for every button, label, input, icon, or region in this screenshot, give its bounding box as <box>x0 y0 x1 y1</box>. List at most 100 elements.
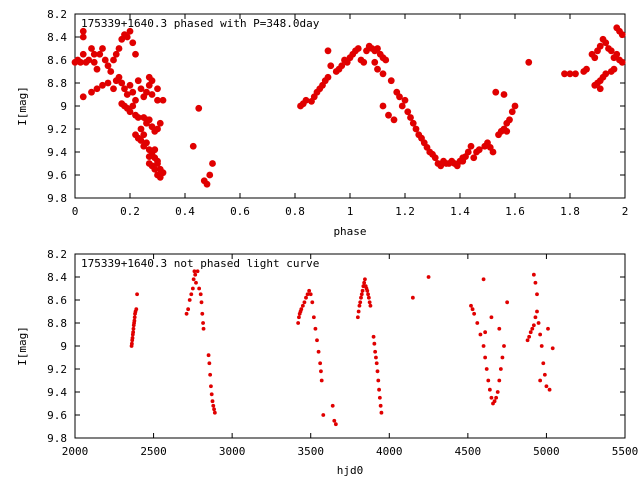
chart0-data-point <box>156 119 164 127</box>
chart0-data-point <box>525 58 533 66</box>
chart1-x-axis-label: hjd0 <box>337 464 364 477</box>
chart1-data-point <box>330 403 335 408</box>
chart0-data-point <box>467 142 475 150</box>
chart0-data-point <box>189 142 197 150</box>
chart1-y-tick-label: 8.4 <box>47 271 67 284</box>
chart0-data-point <box>143 116 150 124</box>
chart1-data-point <box>371 334 376 339</box>
chart0-data-point <box>148 77 156 85</box>
chart0-y-axis-label: I[mag] <box>16 86 29 126</box>
chart1-data-point <box>358 300 363 305</box>
chart0-x-tick-label: 0 <box>72 205 79 218</box>
chart0-y-tick-label: 9.2 <box>47 123 67 136</box>
chart0-data-point <box>613 50 621 58</box>
chart1-data-point <box>377 387 381 392</box>
chart0-data-point <box>159 169 167 177</box>
chart1-data-point <box>547 387 552 392</box>
chart0-data-point <box>154 160 161 167</box>
chart1-data-point <box>535 309 539 314</box>
chart1-data-point <box>550 346 555 351</box>
chart1-data-point <box>478 332 483 337</box>
chart1-data-point <box>186 307 191 312</box>
chart0-data-point <box>602 39 610 47</box>
chart1-data-point <box>129 341 134 346</box>
chart0-data-point <box>132 96 139 104</box>
chart0-data-point <box>99 81 106 89</box>
chart0-data-point <box>407 114 414 121</box>
chart1-y-tick-label: 8.2 <box>47 248 67 261</box>
chart0-data-point <box>123 33 131 41</box>
chart0-x-tick-label: 1.2 <box>395 205 415 218</box>
chart1-data-point <box>481 344 486 348</box>
chart1-data-point <box>304 295 308 300</box>
chart0-data-point <box>148 91 156 98</box>
chart1-data-point <box>355 315 360 320</box>
chart0-data-point <box>610 65 618 73</box>
chart1-data-point <box>195 269 200 274</box>
chart1-x-tick-label: 3000 <box>219 445 246 458</box>
chart1-data-point <box>470 307 475 312</box>
chart1-data-point <box>362 280 367 285</box>
chart1-data-point <box>198 292 203 297</box>
chart0-data-point <box>140 131 148 139</box>
chart0-y-tick-label: 9.4 <box>47 146 67 159</box>
chart0-data-point <box>93 85 101 93</box>
chart1-data-point <box>210 399 215 404</box>
chart1-data-point <box>302 300 307 305</box>
chart0-data-point <box>85 56 93 64</box>
chart1-data-point <box>315 338 319 343</box>
chart1-y-tick-label: 8.6 <box>47 294 67 307</box>
chart1-data-point <box>481 277 486 282</box>
chart1-data-point <box>505 300 510 305</box>
chart1-data-point <box>492 399 497 404</box>
chart0-data-point <box>137 137 145 144</box>
chart0-data-point <box>93 65 101 73</box>
chart0-x-tick-label: 0.4 <box>175 205 195 218</box>
chart0-data-point <box>112 50 120 58</box>
chart0-data-point <box>385 111 392 119</box>
chart0-data-point <box>99 45 106 52</box>
chart1-data-point <box>319 369 323 374</box>
chart0-x-tick-label: 1.4 <box>450 205 470 218</box>
chart0-data-point <box>115 73 123 81</box>
chart0-data-point <box>110 85 117 93</box>
chart0-y-tick-label: 8.4 <box>47 31 67 44</box>
chart0-data-point <box>492 88 500 96</box>
chart1-data-point <box>494 395 499 400</box>
chart1-data-point <box>483 330 488 335</box>
chart0-data-point <box>195 104 203 112</box>
chart1-data-point <box>531 323 536 328</box>
chart1-data-point <box>497 326 502 331</box>
chart1-data-point <box>472 311 477 316</box>
chart0-y-tick-label: 8.8 <box>47 77 67 90</box>
chart0-data-point <box>145 153 153 161</box>
chart0-data-point <box>398 102 406 110</box>
chart1-data-point <box>212 410 217 415</box>
chart1-data-point <box>200 311 205 316</box>
chart0-x-axis-label: phase <box>333 225 366 238</box>
chart1-data-point <box>535 292 539 297</box>
chart1-data-point <box>377 395 382 400</box>
chart1-data-point <box>475 321 480 325</box>
chart1-x-tick-label: 2500 <box>140 445 167 458</box>
chart0-data-point <box>104 79 112 87</box>
chart1-data-point <box>498 367 503 371</box>
chart0-data-point <box>379 70 387 78</box>
chart1-data-point <box>305 292 310 297</box>
chart1-data-point <box>368 303 373 308</box>
chart1-data-point <box>197 286 202 291</box>
chart0-data-point <box>360 58 368 66</box>
chart0-data-point <box>79 50 87 58</box>
chart0-y-tick-label: 8.6 <box>47 54 67 67</box>
chart1-data-point <box>211 403 216 408</box>
chart1-data-point <box>365 288 370 293</box>
chart0-data-point <box>143 139 150 147</box>
chart1-y-tick-label: 9.4 <box>47 386 67 399</box>
chart1-data-point <box>134 307 139 312</box>
chart1-data-point <box>539 344 544 348</box>
chart1-data-point <box>373 349 378 354</box>
chart1-data-point <box>530 326 535 331</box>
chart1-x-tick-label: 4500 <box>455 445 482 458</box>
chart1-data-point <box>201 326 206 331</box>
chart1-data-point <box>531 272 536 277</box>
